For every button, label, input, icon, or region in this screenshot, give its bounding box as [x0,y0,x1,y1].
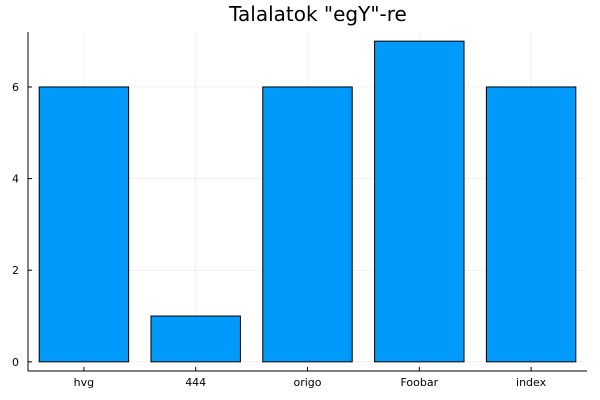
x-tick-label: Foobar [400,376,438,389]
x-tick-label: hvg [74,376,94,389]
x-tick-label: 444 [185,376,206,389]
bar [485,86,577,363]
x-tick-label: index [516,376,547,389]
bar [374,40,465,363]
bar [262,86,353,363]
y-tick-label: 2 [12,264,19,277]
x-tick-label: origo [293,376,321,389]
bars [38,40,577,363]
x-axis-ticks: hvg 444 origo Foobar index [74,367,547,389]
bar [38,86,130,363]
y-axis-ticks: 0 2 4 6 [12,81,32,369]
chart-title: Talalatok "egY"-re [228,2,407,26]
y-tick-label: 0 [12,356,19,369]
y-tick-label: 6 [12,81,19,94]
bar [150,315,241,363]
y-tick-label: 4 [12,173,19,186]
